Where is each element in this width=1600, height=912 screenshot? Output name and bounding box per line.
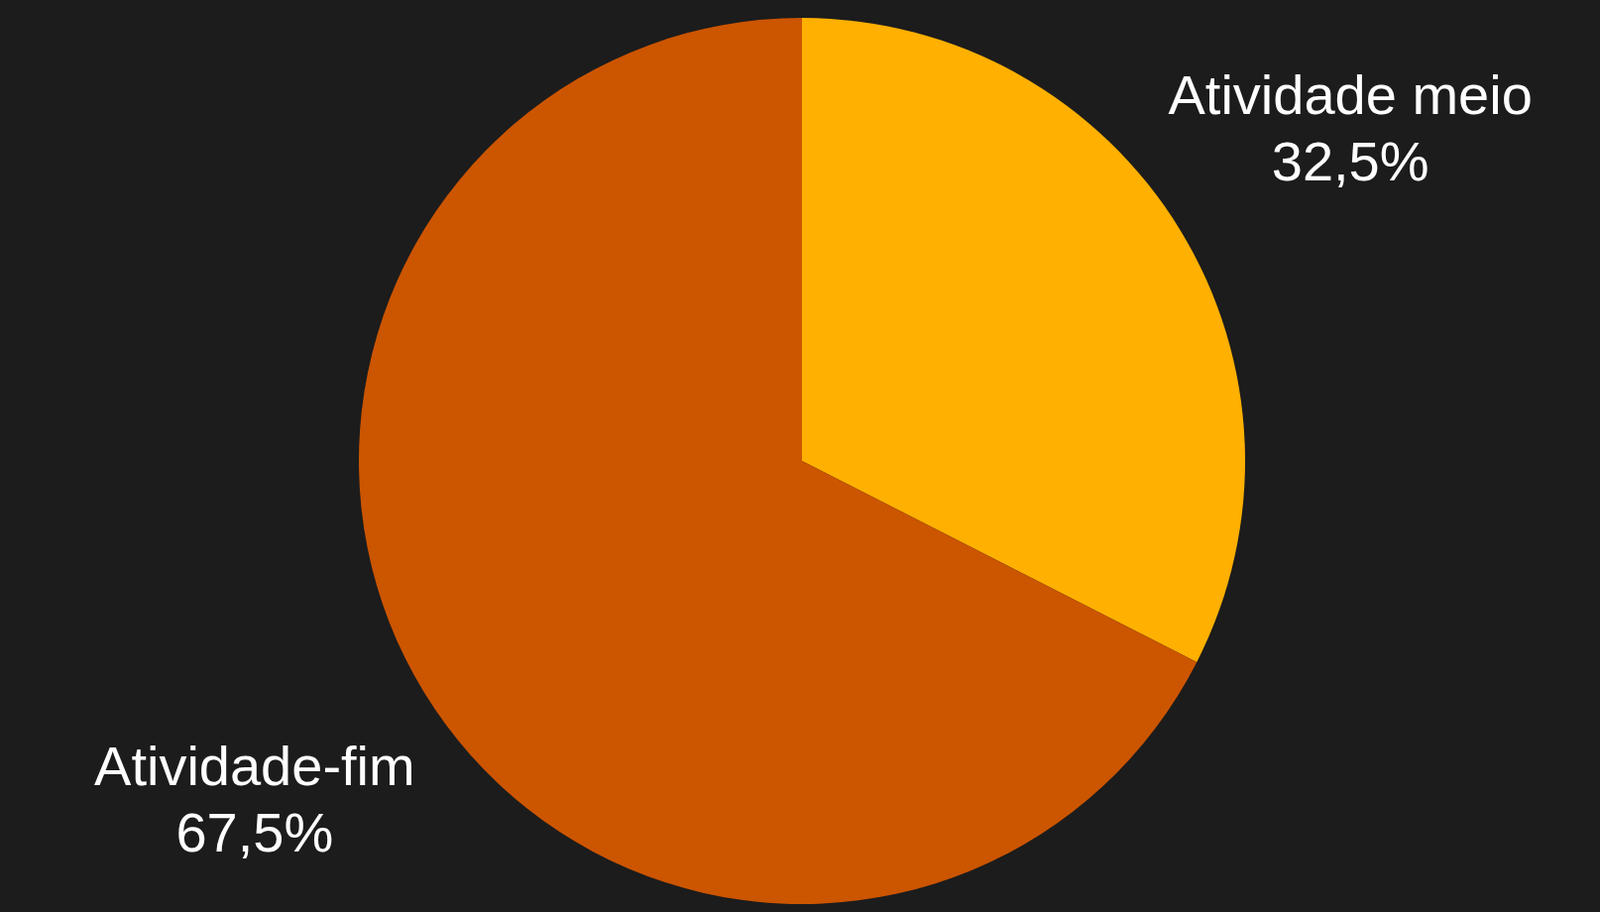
svg-text:Atividade-fim67,5%: Atividade-fim67,5%: [94, 734, 416, 864]
svg-text:Atividade meio32,5%: Atividade meio32,5%: [1167, 63, 1532, 193]
